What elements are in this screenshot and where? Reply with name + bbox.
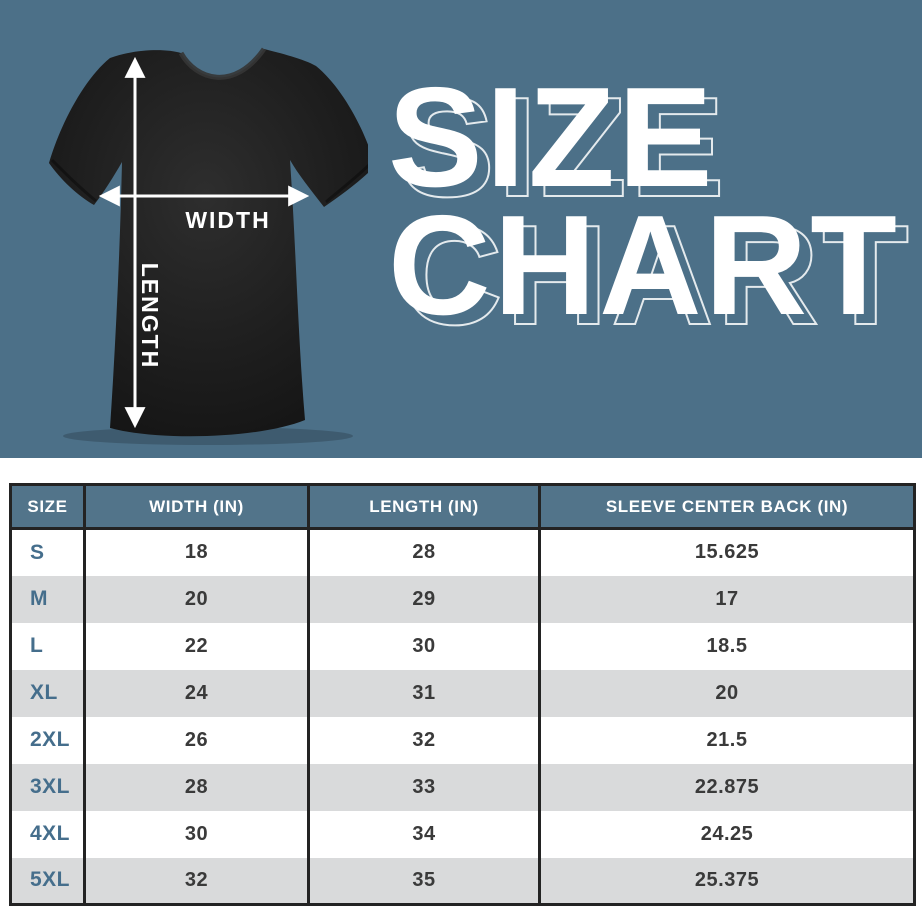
width-value: 18	[83, 528, 310, 576]
title-text: SIZE CHART	[388, 67, 900, 337]
width-value: 28	[83, 763, 310, 811]
tshirt-collar	[178, 47, 267, 80]
width-value: 24	[83, 669, 310, 717]
tshirt-sleeve-seam-right	[325, 163, 368, 204]
col-header-sleeve: SLEEVE CENTER BACK (IN)	[538, 483, 916, 530]
width-value: 30	[83, 810, 310, 858]
size-value: 5XL	[9, 857, 86, 905]
tshirt-body	[49, 49, 368, 437]
tshirt-sleeve-seam-left	[50, 158, 97, 203]
length-value: 34	[307, 810, 541, 858]
table-row: XL 24 31 20	[9, 669, 916, 717]
sleeve-value: 25.375	[538, 857, 916, 905]
length-value: 31	[307, 669, 541, 717]
length-value: 33	[307, 763, 541, 811]
table-row: 5XL 32 35 25.375	[9, 857, 916, 905]
table-row: 4XL 30 34 24.25	[9, 810, 916, 858]
banner: WIDTH LENGTH SIZE CHART SIZE CHART	[0, 0, 922, 458]
length-value: 29	[307, 575, 541, 623]
sleeve-value: 21.5	[538, 716, 916, 764]
col-header-length: LENGTH (IN)	[307, 483, 541, 530]
size-table-section: SIZE WIDTH (IN) LENGTH (IN) SLEEVE CENTE…	[0, 458, 922, 906]
length-value: 28	[307, 528, 541, 576]
sleeve-value: 22.875	[538, 763, 916, 811]
sleeve-value: 17	[538, 575, 916, 623]
width-value: 32	[83, 857, 310, 905]
width-value: 26	[83, 716, 310, 764]
size-value: M	[9, 575, 86, 623]
col-header-width: WIDTH (IN)	[83, 483, 310, 530]
width-value: 20	[83, 575, 310, 623]
sleeve-value: 18.5	[538, 622, 916, 670]
sleeve-value: 24.25	[538, 810, 916, 858]
tshirt-diagram: WIDTH LENGTH	[18, 8, 368, 450]
length-label: LENGTH	[137, 262, 163, 370]
table-row: 3XL 28 33 22.875	[9, 763, 916, 811]
size-value: 4XL	[9, 810, 86, 858]
title-outline-shadow: SIZE CHART	[399, 68, 912, 355]
table-row: S 18 28 15.625	[9, 528, 916, 576]
title-line-1: SIZE	[388, 58, 716, 217]
table-row: 2XL 26 32 21.5	[9, 716, 916, 764]
table-row: L 22 30 18.5	[9, 622, 916, 670]
length-value: 32	[307, 716, 541, 764]
size-value: XL	[9, 669, 86, 717]
size-table: SIZE WIDTH (IN) LENGTH (IN) SLEEVE CENTE…	[9, 483, 916, 906]
size-value: L	[9, 622, 86, 670]
col-header-size: SIZE	[9, 483, 86, 530]
width-label: WIDTH	[185, 207, 271, 233]
table-header-row: SIZE WIDTH (IN) LENGTH (IN) SLEEVE CENTE…	[9, 483, 916, 530]
table-row: M 20 29 17	[9, 575, 916, 623]
sleeve-value: 15.625	[538, 528, 916, 576]
length-value: 35	[307, 857, 541, 905]
size-value: 2XL	[9, 716, 86, 764]
size-value: 3XL	[9, 763, 86, 811]
size-value: S	[9, 528, 86, 576]
sleeve-value: 20	[538, 669, 916, 717]
title-line-2: CHART	[388, 186, 900, 345]
width-value: 22	[83, 622, 310, 670]
tshirt-image	[49, 47, 368, 445]
length-value: 30	[307, 622, 541, 670]
